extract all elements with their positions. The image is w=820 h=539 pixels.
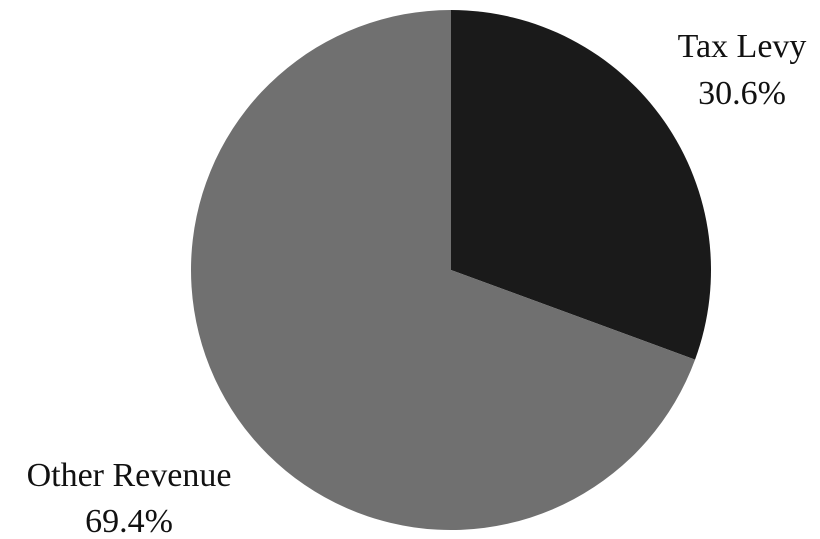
slice-value-other-revenue: 69.4% (85, 503, 173, 534)
pie-slice-tax-levy (451, 10, 712, 360)
pie-labels: Tax Levy 30.6% Other Revenue 69.4% (27, 28, 807, 539)
pie-slices (191, 10, 712, 530)
slice-value-tax-levy: 30.6% (698, 75, 786, 112)
pie-slice-other-revenue (191, 10, 696, 530)
slice-label-other-revenue: Other Revenue (27, 457, 232, 494)
slice-label-tax-levy: Tax Levy (678, 28, 807, 65)
